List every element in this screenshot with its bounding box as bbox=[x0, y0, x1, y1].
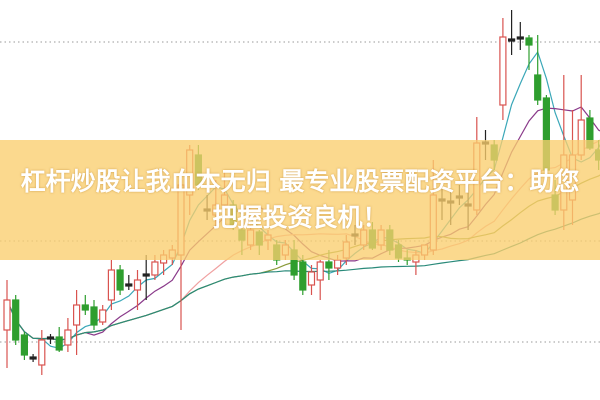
moving-average-line bbox=[6, 50, 600, 349]
candle-body bbox=[525, 37, 533, 46]
candle-body bbox=[81, 304, 89, 311]
candle-body bbox=[334, 259, 342, 269]
candle-body bbox=[534, 74, 542, 101]
candle-body bbox=[316, 261, 324, 281]
candle-body bbox=[325, 261, 333, 269]
candle-body bbox=[125, 283, 133, 287]
candle-body bbox=[107, 269, 116, 301]
banner-line-2: 把握投资良机！ bbox=[212, 203, 388, 232]
banner-line-1: 杠杆炒股让我血本无归 最专业股票配资平台：助您 bbox=[20, 167, 580, 196]
candle-body bbox=[38, 339, 46, 366]
candle-body bbox=[64, 329, 72, 346]
candle-body bbox=[508, 38, 516, 42]
candle-body bbox=[3, 299, 11, 331]
candle-body bbox=[116, 269, 124, 291]
candle-body bbox=[299, 261, 307, 291]
candle-body bbox=[142, 273, 150, 277]
candle-body bbox=[46, 336, 55, 340]
candle-body bbox=[99, 309, 107, 323]
candle-body bbox=[12, 299, 20, 341]
candle-body bbox=[20, 334, 28, 356]
candle-body bbox=[55, 336, 63, 351]
ad-banner-overlay: 杠杆炒股让我血本无归 最专业股票配资平台：助您 把握投资良机！ bbox=[0, 140, 600, 260]
candle-body bbox=[29, 356, 37, 360]
candle-body bbox=[72, 304, 81, 326]
candle-body bbox=[499, 36, 507, 106]
candle-body bbox=[151, 261, 159, 276]
candle-body bbox=[307, 271, 316, 286]
candle-body bbox=[133, 279, 142, 291]
candle-body bbox=[90, 306, 98, 326]
candle-body bbox=[516, 36, 524, 40]
